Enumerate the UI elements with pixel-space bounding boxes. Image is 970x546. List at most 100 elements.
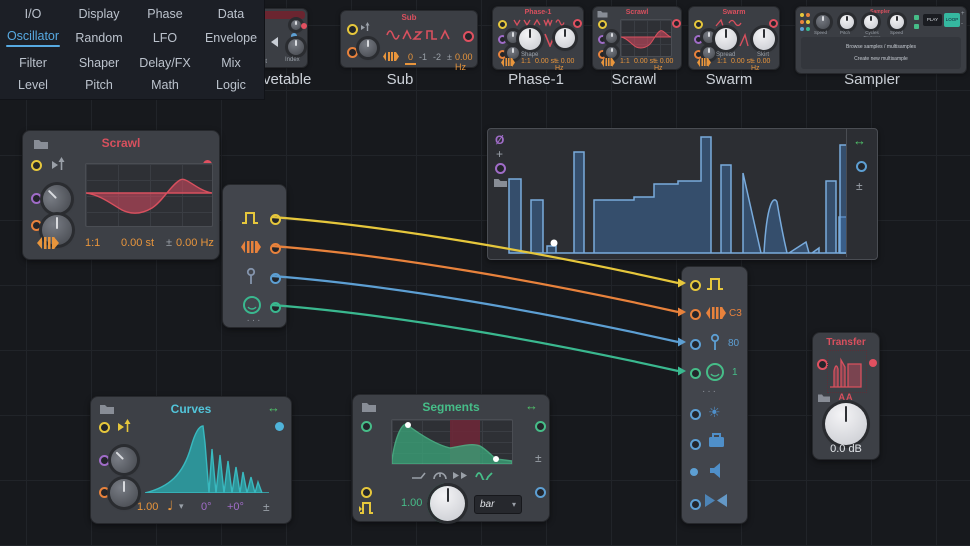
trigger-bowtie-port[interactable] (690, 499, 701, 510)
sub-pitch-knob[interactable] (359, 39, 377, 57)
trigger-note-value[interactable]: C3 (729, 308, 742, 319)
sub-octave-minus1[interactable]: -1 (419, 52, 428, 62)
transfer-gain-value[interactable]: 0.0 dB (830, 443, 862, 455)
menu-item-mix[interactable]: Mix (221, 55, 241, 70)
phase1-phase-port[interactable] (498, 20, 507, 29)
scrawl-palette-mod1-knob[interactable] (606, 32, 617, 43)
segments-unit-dropdown[interactable]: bar ▾ (474, 495, 522, 514)
module-scrawl-palette[interactable]: Scrawl 1:1 0.00 st ± 0.00 Hz (592, 6, 682, 72)
menu-item-data[interactable]: Data (217, 7, 245, 22)
phase1-shape-knob[interactable] (519, 28, 541, 50)
swarm-wave-row-icon[interactable] (715, 18, 755, 27)
curves-phase-port[interactable] (99, 422, 110, 433)
sampler-play-button[interactable]: PLAY (923, 14, 942, 26)
sub-octave-0[interactable]: 0 (405, 52, 417, 65)
source-gate-port[interactable] (270, 214, 281, 225)
scrawl-palette-mod2-knob[interactable] (606, 47, 617, 58)
display-pm-icon[interactable]: ± (856, 179, 863, 193)
sampler-port-4[interactable] (806, 13, 810, 17)
sampler-cycles-knob[interactable] (864, 15, 878, 29)
display-folder-icon[interactable] (493, 177, 508, 188)
segments-phase-port[interactable] (361, 421, 372, 432)
curves-rate-value[interactable]: 1.00 (137, 501, 159, 513)
scrawl-palette-folder-icon[interactable] (597, 10, 608, 18)
menu-item-oscillator[interactable]: Oscillator (0, 27, 66, 49)
scrawl-keytrack-icon[interactable] (37, 236, 59, 250)
curves-phase-value[interactable]: 0° (201, 501, 212, 513)
scrawl-folder-icon[interactable] (33, 138, 49, 150)
sampler-zoom-plus[interactable]: + (961, 11, 965, 17)
menu-item-display[interactable]: Display (78, 7, 120, 22)
swarm-freq[interactable]: ± 0.00 Hz (751, 58, 771, 72)
segments-output-port[interactable] (535, 421, 546, 432)
scrawl-palette-ratio[interactable]: 1:1 (620, 58, 630, 65)
menu-item-random[interactable]: Random (75, 31, 123, 46)
trigger-pitch-port[interactable] (690, 309, 701, 320)
sampler-port-2[interactable] (800, 20, 804, 24)
sampler-zoom-minus[interactable]: - (961, 21, 963, 27)
phase1-amount-knob[interactable] (555, 28, 575, 48)
canvas-module-scrawl[interactable]: Scrawl 1:1 0.00 st ± 0.00 Hz (22, 130, 220, 260)
scrawl-palette-pitch[interactable]: 0.00 st (634, 58, 656, 65)
segments-rate-value[interactable]: 1.00 (401, 497, 423, 509)
curves-folder-icon[interactable] (99, 403, 115, 415)
transfer-shape-label[interactable]: AA (838, 392, 854, 402)
source-more-dots[interactable]: ··· (246, 315, 263, 326)
sub-freq-value[interactable]: 0.00 Hz (455, 52, 473, 72)
phase1-ratio[interactable]: 1:1 (521, 58, 531, 65)
palette-label-scrawl[interactable]: Scrawl (611, 71, 657, 88)
menu-item-phase[interactable]: Phase (147, 7, 183, 22)
sampler-browse-link[interactable]: Browse samples / multisamples (845, 44, 917, 50)
sub-waveform-selector-icon[interactable] (385, 27, 457, 43)
canvas-module-curves[interactable]: Curves ↔ 1.00 ♩ ▾ 0° +0° ± (90, 396, 292, 524)
scrawl-mod2-knob[interactable] (42, 215, 72, 245)
swarm-output-port[interactable] (769, 19, 778, 28)
menu-item-logic[interactable]: Logic (216, 77, 246, 92)
sampler-body[interactable]: Browse samples / multisamples Create new… (801, 37, 961, 69)
segments-gate-port[interactable] (361, 487, 372, 498)
curves-envelope-plot[interactable] (145, 419, 269, 493)
curves-note-caret-icon[interactable]: ▾ (179, 501, 184, 511)
module-phase1[interactable]: Phase-1 Shape 1:1 0.00 st ± 0.00 Hz (492, 6, 584, 72)
swarm-pitch[interactable]: 0.00 st (731, 58, 753, 65)
phase1-output-port[interactable] (573, 19, 582, 28)
scrawl-palette-keytrack-icon[interactable] (601, 58, 615, 67)
scrawl-palette-output-port[interactable] (672, 19, 681, 28)
phase1-keytrack-icon[interactable] (501, 58, 515, 67)
phase1-shape-row-icon[interactable] (513, 18, 569, 27)
trigger-more-dots[interactable]: ··· (702, 386, 718, 397)
canvas-node-source[interactable]: ··· (222, 184, 287, 328)
scrawl-mod2-port[interactable] (31, 220, 42, 231)
transfer-output-port[interactable] (869, 359, 877, 367)
scrawl-mod1-knob[interactable] (37, 179, 77, 219)
phase1-freq[interactable]: ± 0.00 Hz (555, 58, 575, 72)
scrawl-palette-freq[interactable]: ± 0.00 Hz (654, 58, 674, 72)
segments-pm-icon[interactable]: ± (535, 451, 542, 465)
scrawl-wave-display[interactable] (85, 163, 213, 227)
curves-mod2-port[interactable] (99, 487, 110, 498)
phase1-mod1-knob[interactable] (507, 31, 519, 43)
module-sub[interactable]: Sub 0 -1 -2 ± 0.00 Hz (340, 10, 478, 72)
canvas-module-sample-display[interactable]: Ø + ↔ ± (487, 128, 878, 260)
transfer-gain-knob[interactable] (825, 403, 867, 445)
module-swarm[interactable]: Swarm Spread Skirt 1:1 0.00 st ± 0.00 Hz (688, 6, 780, 72)
source-velocity-port[interactable] (270, 273, 281, 284)
canvas-module-transfer[interactable]: Transfer AA 0.0 dB (812, 332, 880, 460)
sub-octave-minus2[interactable]: -2 (433, 52, 442, 62)
source-pitch-port[interactable] (270, 243, 281, 254)
source-modwheel-port[interactable] (270, 302, 281, 313)
segments-rate-knob[interactable] (430, 486, 465, 521)
scrawl-pitch[interactable]: 0.00 st (121, 237, 155, 249)
sub-output-port[interactable] (463, 31, 474, 42)
wavetable-mod-port[interactable] (291, 33, 297, 39)
menu-item-envelope[interactable]: Envelope (204, 31, 258, 46)
curves-mod2-knob[interactable] (110, 479, 138, 507)
segments-loop-icon[interactable]: ↔ (525, 398, 538, 413)
curves-output-port[interactable] (275, 422, 284, 431)
segments-hold-mode-icon[interactable] (411, 471, 427, 480)
sampler-port-6[interactable] (806, 27, 810, 31)
sampler-speed1-knob[interactable] (816, 15, 830, 29)
trigger-modwheel-value[interactable]: 1 (732, 367, 738, 378)
sampler-pitch-knob[interactable] (840, 15, 854, 29)
menu-item-io[interactable]: I/O (24, 7, 42, 22)
